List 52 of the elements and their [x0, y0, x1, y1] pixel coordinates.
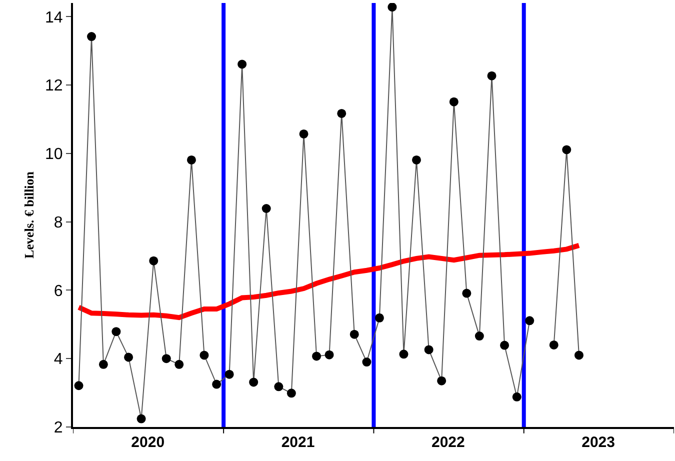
y-tick-label: 12: [45, 78, 63, 95]
point: [136, 414, 146, 424]
point: [412, 155, 421, 164]
point: [87, 32, 96, 42]
point: [324, 350, 334, 360]
point: [312, 352, 322, 361]
point: [525, 316, 534, 326]
point: [274, 382, 284, 392]
point: [224, 370, 234, 379]
x-tick-label: 2020: [131, 434, 165, 451]
point: [374, 313, 384, 322]
point: [388, 3, 397, 12]
point: [112, 327, 121, 336]
y-tick-label: 14: [45, 9, 63, 26]
point: [562, 145, 572, 154]
point: [249, 378, 258, 387]
y-tick-label: 8: [54, 214, 63, 232]
point: [149, 256, 158, 266]
point: [162, 354, 171, 364]
x-tick-label: 2021: [281, 434, 315, 451]
point: [186, 155, 196, 164]
point: [362, 358, 372, 367]
point: [574, 350, 584, 360]
point: [212, 380, 222, 389]
point: [449, 97, 458, 106]
point: [262, 204, 271, 213]
x-tick-label: 2022: [431, 434, 465, 451]
x-tick-label: 2023: [582, 434, 615, 451]
y-tick-label: 2: [54, 420, 63, 437]
y-tick-label: 10: [45, 146, 63, 164]
point: [424, 345, 434, 354]
y-tick-label: 4: [54, 351, 63, 368]
point: [337, 108, 346, 118]
point: [98, 360, 108, 369]
point: [174, 360, 184, 369]
point: [286, 388, 296, 398]
point: [238, 60, 247, 69]
point: [299, 129, 308, 138]
point: [549, 340, 558, 350]
y-tick-label: 6: [54, 282, 63, 300]
y-axis-title: Levels. € billion: [21, 170, 36, 259]
point: [487, 71, 496, 80]
point: [462, 288, 472, 298]
point: [350, 330, 359, 339]
point: [74, 381, 84, 390]
point: [474, 332, 484, 341]
point: [512, 392, 522, 402]
point: [124, 352, 134, 362]
point: [399, 350, 408, 359]
point: [500, 340, 510, 350]
point: [437, 376, 446, 386]
point: [200, 350, 209, 360]
